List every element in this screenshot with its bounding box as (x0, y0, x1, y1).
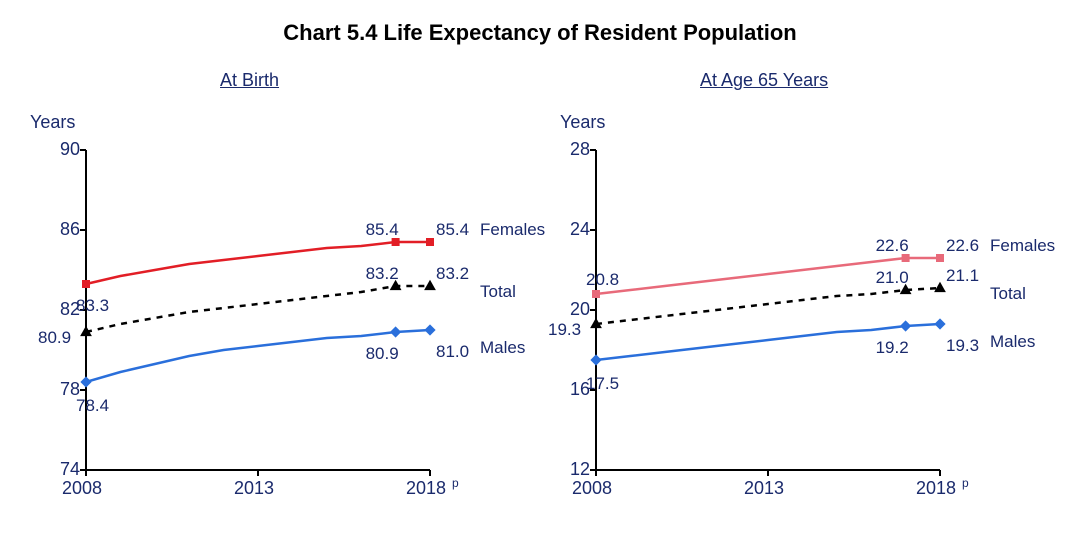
panel2-svg (560, 150, 960, 490)
y-tick-label: 74 (50, 459, 80, 480)
data-label: 78.4 (76, 396, 109, 416)
data-label: 85.4 (436, 220, 469, 240)
chart-container: Chart 5.4 Life Expectancy of Resident Po… (0, 0, 1080, 542)
panel2-subtitle: At Age 65 Years (700, 70, 828, 91)
y-tick-label: 20 (560, 299, 590, 320)
y-tick-label: 12 (560, 459, 590, 480)
data-label: 81.0 (436, 342, 469, 362)
data-label: 19.2 (876, 338, 909, 358)
data-label: 21.0 (876, 268, 909, 288)
panel2-y-axis-title: Years (560, 112, 605, 133)
x-tick-label: 2008 (572, 478, 612, 499)
series-legend-label: Total (480, 282, 516, 302)
x-tick-label: 2008 (62, 478, 102, 499)
series-legend-label: Males (990, 332, 1035, 352)
panel1-subtitle: At Birth (220, 70, 279, 91)
data-label: 80.9 (366, 344, 399, 364)
chart-title: Chart 5.4 Life Expectancy of Resident Po… (0, 20, 1080, 46)
data-label: 83.2 (436, 264, 469, 284)
x-tick-superscript: p (962, 476, 969, 490)
panel1-svg (50, 150, 450, 490)
panel1-y-axis-title: Years (30, 112, 75, 133)
y-tick-label: 28 (560, 139, 590, 160)
series-legend-label: Females (480, 220, 545, 240)
y-tick-label: 24 (560, 219, 590, 240)
data-label: 20.8 (586, 270, 619, 290)
data-label: 17.5 (586, 374, 619, 394)
data-label: 22.6 (876, 236, 909, 256)
x-tick-superscript: p (452, 476, 459, 490)
x-tick-label: 2013 (234, 478, 274, 499)
data-label: 85.4 (366, 220, 399, 240)
x-tick-label: 2018 (916, 478, 956, 499)
data-label: 83.3 (76, 296, 109, 316)
data-label: 22.6 (946, 236, 979, 256)
data-label: 21.1 (946, 266, 979, 286)
x-tick-label: 2013 (744, 478, 784, 499)
series-legend-label: Females (990, 236, 1055, 256)
data-label: 19.3 (946, 336, 979, 356)
y-tick-label: 90 (50, 139, 80, 160)
x-tick-label: 2018 (406, 478, 446, 499)
data-label: 80.9 (38, 328, 71, 348)
y-tick-label: 86 (50, 219, 80, 240)
data-label: 83.2 (366, 264, 399, 284)
series-legend-label: Males (480, 338, 525, 358)
series-legend-label: Total (990, 284, 1026, 304)
data-label: 19.3 (548, 320, 581, 340)
